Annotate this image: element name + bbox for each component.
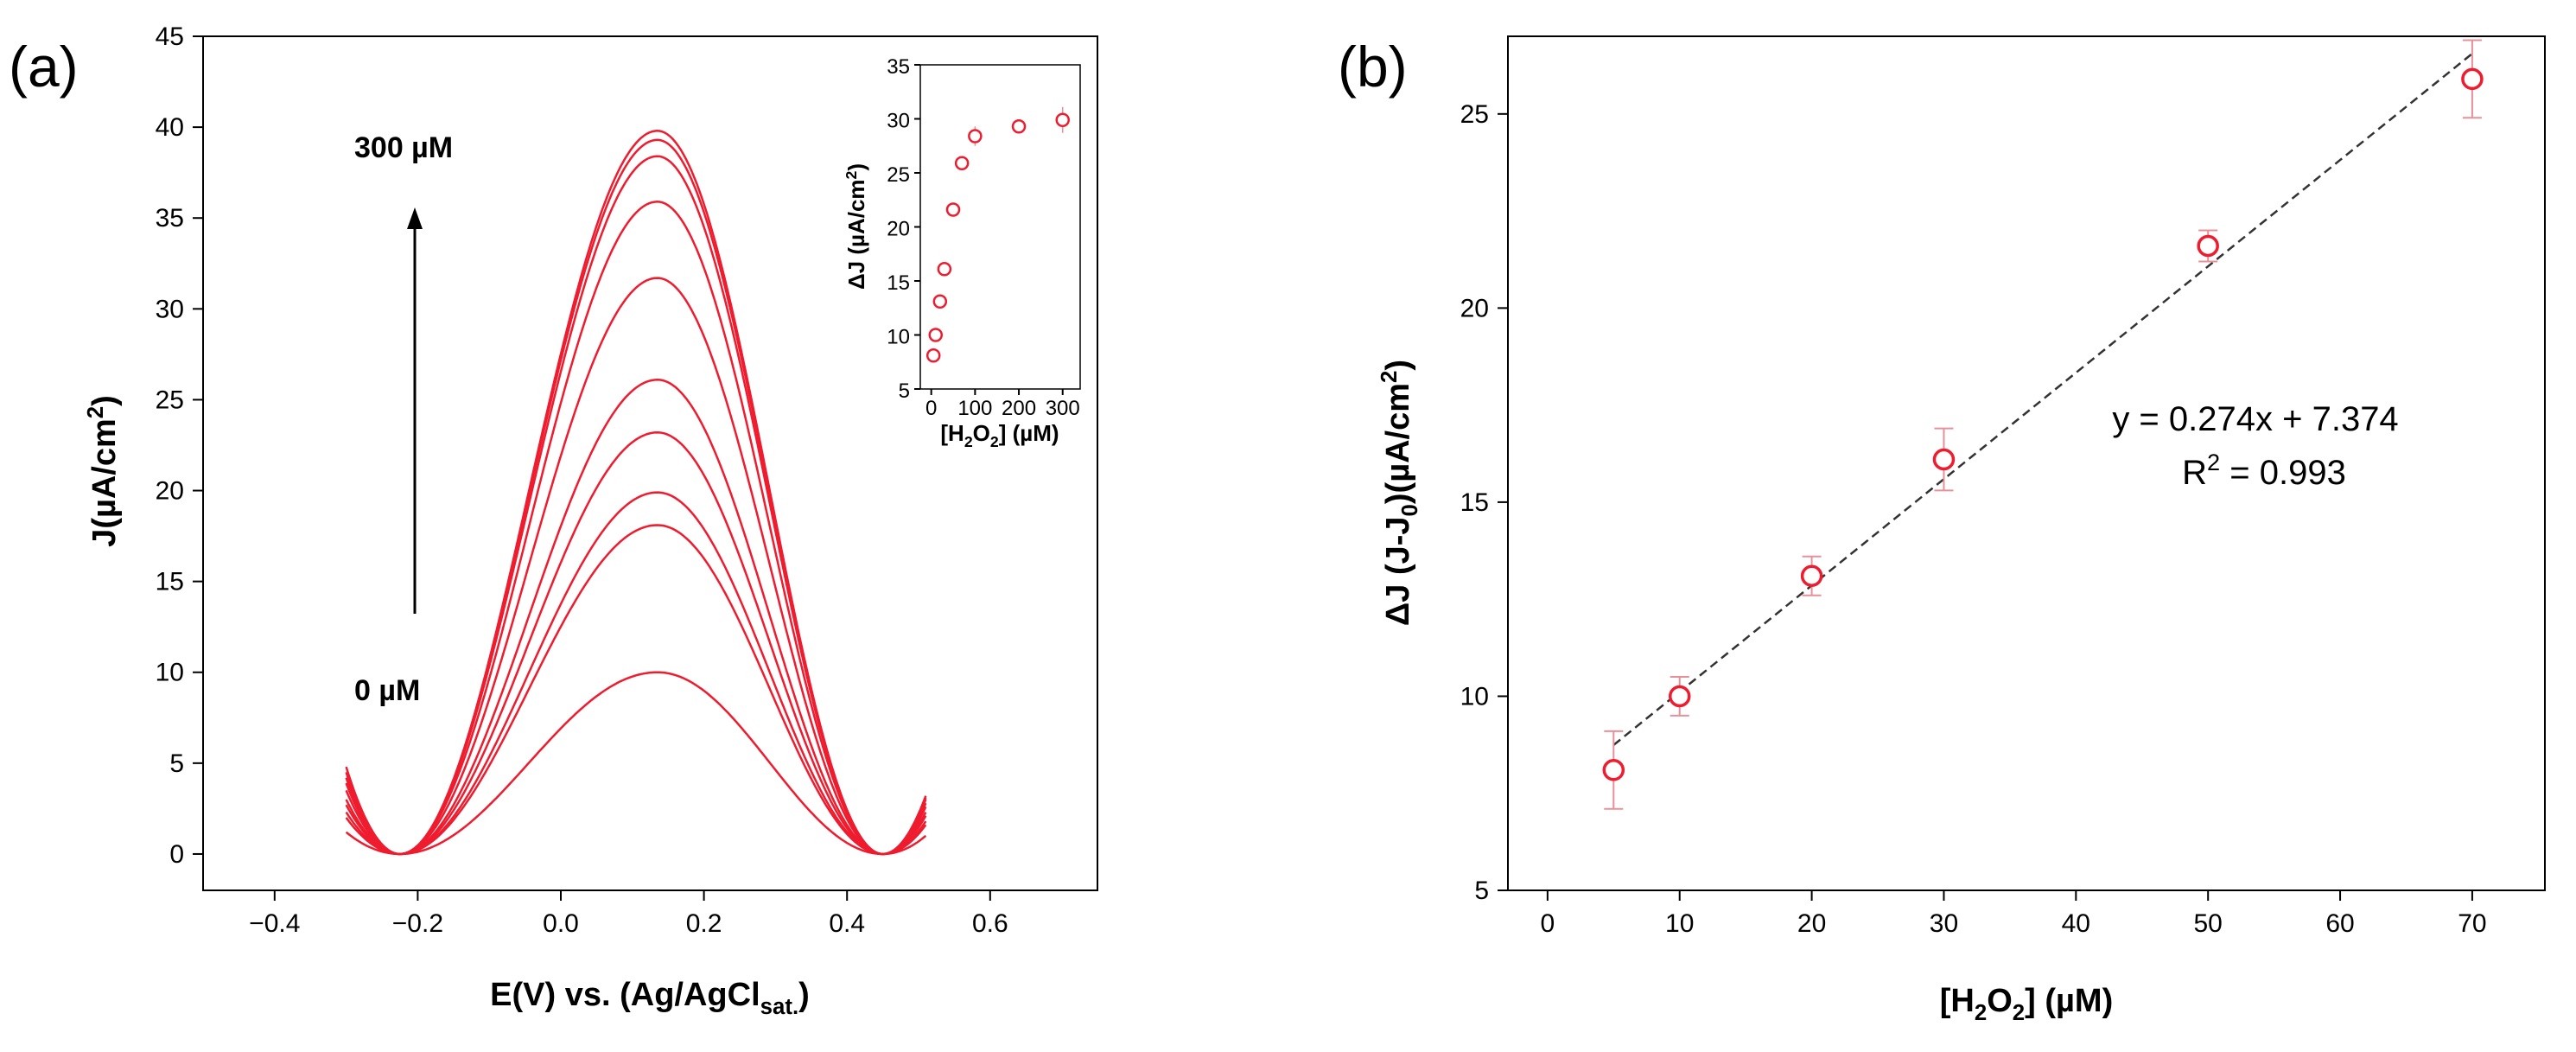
r-squared: R2 = 0.993 xyxy=(2182,449,2346,492)
x-tick-label: 10 xyxy=(1665,909,1694,938)
voltammogram-curve xyxy=(345,491,927,856)
panel-b-x-axis-label: [H2O2] (µM) xyxy=(1940,983,2114,1025)
y-tick-label: 10 xyxy=(1460,682,1489,711)
panel-b: (b) 5 10 15 20 25 0 10 20 30 40 50 60 70 y = 0.274x… xyxy=(1338,35,2546,1025)
voltammogram-curve xyxy=(345,130,927,856)
y-tick-label: 20 xyxy=(156,477,184,506)
panel-b-y-axis: 5 10 15 20 25 xyxy=(1460,100,1508,905)
x-tick-label: 0 xyxy=(1541,909,1555,938)
y-tick-label: 25 xyxy=(1460,100,1489,129)
y-tick-label: 10 xyxy=(156,659,184,687)
annotation-300-um: 300 µM xyxy=(354,131,453,164)
y-tick-label: 5 xyxy=(899,379,910,403)
annotation-0-um: 0 µM xyxy=(354,674,420,707)
data-point xyxy=(1602,759,1625,781)
x-tick-label: 40 xyxy=(2062,909,2090,938)
data-point xyxy=(1668,685,1691,708)
x-tick-label: 200 xyxy=(1002,397,1036,420)
x-tick-label: −0.2 xyxy=(392,909,443,938)
panel-b-points xyxy=(1602,39,2484,810)
x-tick-label: 100 xyxy=(957,397,992,420)
x-tick-label: 300 xyxy=(1046,397,1080,420)
voltammogram-curve xyxy=(345,155,927,856)
inset-data-point xyxy=(932,294,948,309)
x-tick-label: 70 xyxy=(2458,909,2486,938)
y-tick-label: 35 xyxy=(156,204,184,233)
y-tick-label: 30 xyxy=(156,295,184,323)
panel-a-y-axis-label: J(µA/cm2) xyxy=(84,395,123,547)
data-point xyxy=(1932,448,1956,471)
inset-data-point xyxy=(954,156,970,170)
inset-data-point xyxy=(937,262,952,277)
x-tick-label: −0.4 xyxy=(249,909,300,938)
panel-a-x-axis: −0.4 −0.2 0.0 0.2 0.4 0.6 xyxy=(249,890,1008,938)
y-tick-label: 5 xyxy=(1474,877,1489,905)
voltammogram-curve xyxy=(345,277,927,856)
data-point xyxy=(1800,564,1823,587)
x-tick-label: 0.2 xyxy=(686,909,722,938)
linear-fit-line xyxy=(1612,53,2473,746)
x-tick-label: 50 xyxy=(2194,909,2223,938)
data-point xyxy=(2461,67,2484,91)
panel-b-y-axis-label: ΔJ (J-J0)(µA/cm2) xyxy=(1377,360,1422,626)
x-tick-label: 20 xyxy=(1797,909,1826,938)
increase-arrow-head xyxy=(407,207,423,229)
fit-equation: y = 0.274x + 7.374 xyxy=(2112,400,2398,438)
x-tick-label: 0 xyxy=(925,397,937,420)
inset-x-axis: 0 100 200 300 xyxy=(925,389,1080,420)
voltammogram-curve xyxy=(345,201,927,856)
y-tick-label: 15 xyxy=(1460,488,1489,517)
y-tick-label: 0 xyxy=(169,840,184,869)
inset-data-point xyxy=(925,348,941,363)
x-tick-label: 0.0 xyxy=(543,909,579,938)
inset-data-point xyxy=(968,129,983,143)
x-tick-label: 60 xyxy=(2325,909,2354,938)
voltammogram-curve xyxy=(345,138,927,856)
x-tick-label: 30 xyxy=(1930,909,1958,938)
x-tick-label: 0.4 xyxy=(829,909,865,938)
y-tick-label: 25 xyxy=(156,386,184,414)
panel-a-curves xyxy=(345,130,927,856)
panel-b-label: (b) xyxy=(1338,35,1408,99)
y-tick-label: 15 xyxy=(156,568,184,596)
y-tick-label: 5 xyxy=(169,749,184,778)
voltammogram-curve xyxy=(345,379,927,856)
y-tick-label: 45 xyxy=(156,22,184,51)
panel-b-plot-frame xyxy=(1507,35,2546,891)
inset-data-point xyxy=(1055,112,1070,127)
y-tick-label: 25 xyxy=(887,163,910,187)
panel-b-x-axis: 0 10 20 30 40 50 60 70 xyxy=(1541,890,2487,938)
y-tick-label: 35 xyxy=(887,55,910,79)
y-tick-label: 40 xyxy=(156,113,184,142)
x-tick-label: 0.6 xyxy=(972,909,1008,938)
data-point xyxy=(2197,234,2219,258)
panel-a-x-axis-label: E(V) vs. (Ag/AgClsat.) xyxy=(490,977,810,1019)
panel-a-plot-frame xyxy=(202,35,1098,891)
inset-points xyxy=(925,106,1070,363)
inset-plot-frame xyxy=(919,64,1081,390)
voltammogram-curve xyxy=(345,431,927,856)
inset-x-axis-label: [H2O2] (µM) xyxy=(940,420,1059,450)
y-tick-label: 20 xyxy=(887,218,910,241)
panel-a-y-axis: 0 5 10 15 20 25 30 35 40 45 xyxy=(156,22,203,869)
inset-y-axis: 5 10 15 20 25 30 35 xyxy=(887,55,920,403)
panel-a-inset: 5 10 15 20 25 30 35 0 100 200 300 [H2O2] (µM) ΔJ … xyxy=(843,55,1081,450)
voltammogram-curve xyxy=(345,524,927,856)
inset-y-axis-label: ΔJ (µA/cm2) xyxy=(843,163,869,290)
panel-a-label: (a) xyxy=(9,35,79,99)
inset-data-point xyxy=(928,328,943,342)
y-tick-label: 20 xyxy=(1460,294,1489,322)
y-tick-label: 30 xyxy=(887,110,910,133)
voltammogram-curve xyxy=(345,671,927,856)
y-tick-label: 10 xyxy=(887,326,910,349)
y-tick-label: 15 xyxy=(887,271,910,295)
inset-data-point xyxy=(945,202,961,217)
inset-data-point xyxy=(1011,119,1027,134)
